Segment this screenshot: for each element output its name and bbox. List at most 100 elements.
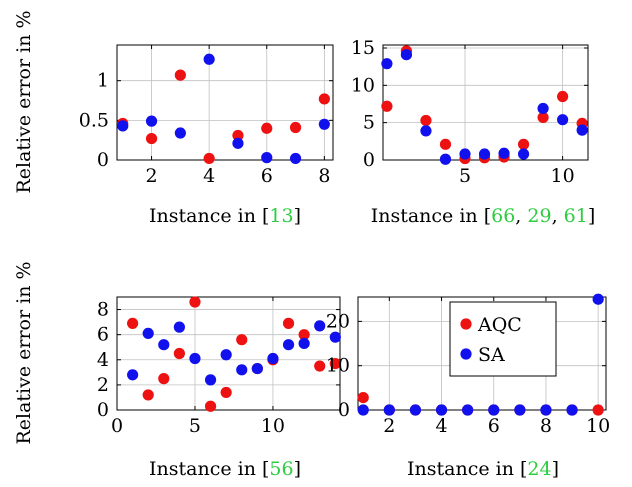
point-sa bbox=[420, 125, 432, 137]
citation-link[interactable]: 24 bbox=[527, 458, 551, 480]
point-aqc bbox=[357, 391, 369, 404]
point-sa bbox=[173, 321, 185, 333]
y-tick-label: 10 bbox=[351, 74, 375, 96]
point-aqc bbox=[236, 334, 248, 346]
point-sa bbox=[498, 147, 510, 159]
point-aqc bbox=[158, 373, 170, 385]
point-sa bbox=[220, 349, 232, 361]
y-axis-label: Relative error in % bbox=[13, 261, 35, 444]
point-sa bbox=[537, 102, 549, 115]
x-tick-label: 4 bbox=[203, 165, 215, 187]
point-sa bbox=[267, 352, 279, 365]
citation-link[interactable]: 13 bbox=[269, 205, 293, 227]
y-tick-label: 8 bbox=[97, 299, 109, 321]
axes-frame bbox=[382, 44, 589, 161]
point-aqc bbox=[289, 121, 302, 134]
axes-frame bbox=[116, 44, 334, 161]
point-sa bbox=[540, 404, 552, 416]
point-sa bbox=[517, 148, 530, 160]
citation-link[interactable]: 29 bbox=[527, 205, 551, 227]
x-tick-label: 10 bbox=[586, 415, 610, 437]
point-aqc bbox=[517, 138, 530, 150]
point-aqc bbox=[232, 129, 244, 142]
point-sa bbox=[282, 339, 295, 351]
x-tick-label: 0 bbox=[111, 415, 123, 437]
citation-link[interactable]: 66 bbox=[491, 205, 515, 227]
point-sa bbox=[383, 404, 395, 416]
y-axis-label: Relative error in % bbox=[13, 10, 35, 193]
point-aqc bbox=[145, 132, 158, 145]
point-sa bbox=[357, 404, 369, 416]
point-aqc bbox=[261, 122, 273, 134]
point-sa bbox=[174, 127, 186, 139]
legend-label-aqc: AQC bbox=[477, 314, 522, 336]
point-aqc bbox=[318, 93, 330, 105]
axes-frame bbox=[116, 296, 341, 411]
point-aqc bbox=[204, 400, 217, 412]
point-sa bbox=[204, 374, 217, 386]
point-sa bbox=[462, 404, 474, 416]
x-tick-label: 10 bbox=[551, 165, 575, 187]
y-tick-label: 0 bbox=[363, 149, 375, 171]
point-sa bbox=[298, 337, 310, 350]
y-tick-label: 1 bbox=[97, 70, 109, 92]
point-aqc bbox=[189, 296, 201, 308]
x-axis-label: Instance in [56] bbox=[149, 458, 301, 480]
y-tick-label: 0.5 bbox=[79, 109, 109, 131]
y-tick-label: 20 bbox=[326, 310, 350, 332]
point-aqc bbox=[420, 114, 432, 127]
y-tick-label: 10 bbox=[326, 355, 350, 377]
legend: AQC SA bbox=[449, 301, 557, 377]
y-tick-label: 2 bbox=[97, 374, 109, 396]
x-tick-label: 5 bbox=[189, 415, 201, 437]
point-sa bbox=[145, 115, 158, 127]
x-axis-label: Instance in [24] bbox=[407, 458, 559, 480]
point-sa bbox=[400, 49, 413, 61]
x-tick-label: 8 bbox=[318, 165, 330, 187]
point-aqc bbox=[298, 329, 310, 341]
point-sa bbox=[261, 152, 273, 164]
point-sa bbox=[158, 339, 170, 351]
x-tick-label: 5 bbox=[459, 165, 471, 187]
point-aqc bbox=[142, 389, 154, 401]
legend-marker-aqc bbox=[460, 318, 472, 330]
point-sa bbox=[557, 114, 569, 126]
chart-panel-2: 5 10 0 5 10 15 Instance in [66, 29, 61] bbox=[351, 37, 595, 227]
point-aqc bbox=[126, 317, 139, 329]
x-tick-label: 8 bbox=[540, 415, 552, 437]
point-aqc bbox=[439, 138, 452, 150]
point-aqc bbox=[329, 357, 341, 370]
point-sa bbox=[203, 53, 215, 65]
point-sa bbox=[329, 331, 341, 343]
x-tick-label: 6 bbox=[261, 165, 273, 187]
legend-label-sa: SA bbox=[478, 344, 505, 366]
point-sa bbox=[126, 369, 139, 381]
y-tick-label: 0 bbox=[338, 399, 350, 421]
point-sa bbox=[576, 124, 588, 136]
y-tick-label: 6 bbox=[97, 324, 109, 346]
point-sa bbox=[488, 404, 500, 416]
y-tick-label: 5 bbox=[363, 112, 375, 134]
y-tick-label: 4 bbox=[97, 349, 109, 371]
citation-link[interactable]: 61 bbox=[564, 205, 588, 227]
point-aqc bbox=[220, 386, 232, 399]
point-aqc bbox=[174, 69, 186, 81]
point-aqc bbox=[381, 100, 393, 112]
point-sa bbox=[478, 148, 491, 160]
point-sa bbox=[232, 137, 244, 149]
x-tick-label: 2 bbox=[146, 165, 158, 187]
point-aqc bbox=[537, 111, 549, 124]
y-tick-label: 15 bbox=[351, 37, 375, 59]
point-aqc bbox=[173, 347, 185, 360]
x-axis-label: Instance in [66, 29, 61] bbox=[371, 205, 596, 227]
point-sa bbox=[251, 362, 263, 375]
point-sa bbox=[236, 364, 248, 376]
citation-link[interactable]: 56 bbox=[269, 458, 293, 480]
x-tick-label: 4 bbox=[435, 415, 447, 437]
point-sa bbox=[439, 153, 452, 165]
point-sa bbox=[435, 404, 448, 416]
point-sa bbox=[592, 293, 604, 305]
